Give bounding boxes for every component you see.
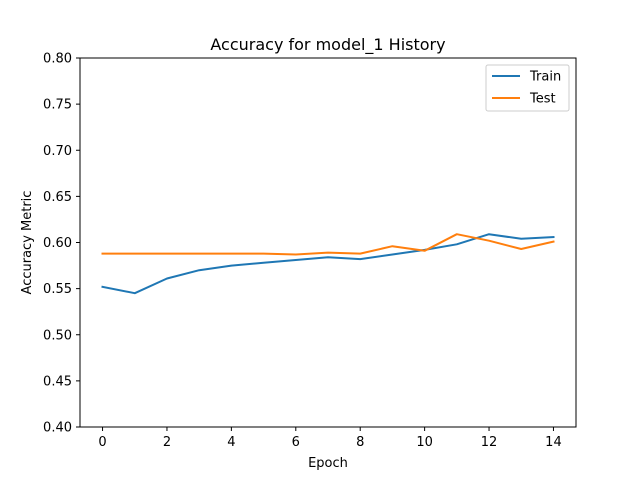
legend-label-train: Train xyxy=(529,70,561,85)
x-tick-label: 12 xyxy=(481,435,498,450)
x-tick-label: 2 xyxy=(163,435,171,450)
y-tick-label: 0.60 xyxy=(43,236,72,251)
legend-label-test: Test xyxy=(529,92,556,107)
chart-title: Accuracy for model_1 History xyxy=(210,35,445,55)
x-axis-label: Epoch xyxy=(308,456,348,471)
x-tick-label: 4 xyxy=(227,435,235,450)
x-tick-label: 14 xyxy=(545,435,562,450)
plot-frame xyxy=(79,57,577,428)
y-tick-label: 0.70 xyxy=(43,144,72,159)
x-tick-label: 10 xyxy=(416,435,433,450)
y-tick-label: 0.65 xyxy=(43,190,72,205)
y-tick-label: 0.45 xyxy=(43,374,72,389)
x-axis: 0 2 4 6 8 10 12 14 xyxy=(98,427,562,450)
x-tick-label: 0 xyxy=(98,435,106,450)
y-tick-label: 0.50 xyxy=(43,328,72,343)
y-axis-label: Accuracy Metric xyxy=(20,191,35,295)
y-tick-label: 0.80 xyxy=(43,52,72,67)
plot-area xyxy=(80,58,576,427)
series-line-test xyxy=(101,233,555,256)
y-axis: 0.40 0.45 0.50 0.55 0.60 0.65 0.70 0.75 0.80 xyxy=(43,52,80,436)
legend: Train Test xyxy=(485,64,570,112)
y-tick-label: 0.55 xyxy=(43,282,72,297)
x-tick-label: 8 xyxy=(356,435,364,450)
y-tick-label: 0.40 xyxy=(43,421,72,436)
series-lines xyxy=(101,233,555,295)
x-tick-label: 6 xyxy=(292,435,300,450)
y-tick-label: 0.75 xyxy=(43,98,72,113)
